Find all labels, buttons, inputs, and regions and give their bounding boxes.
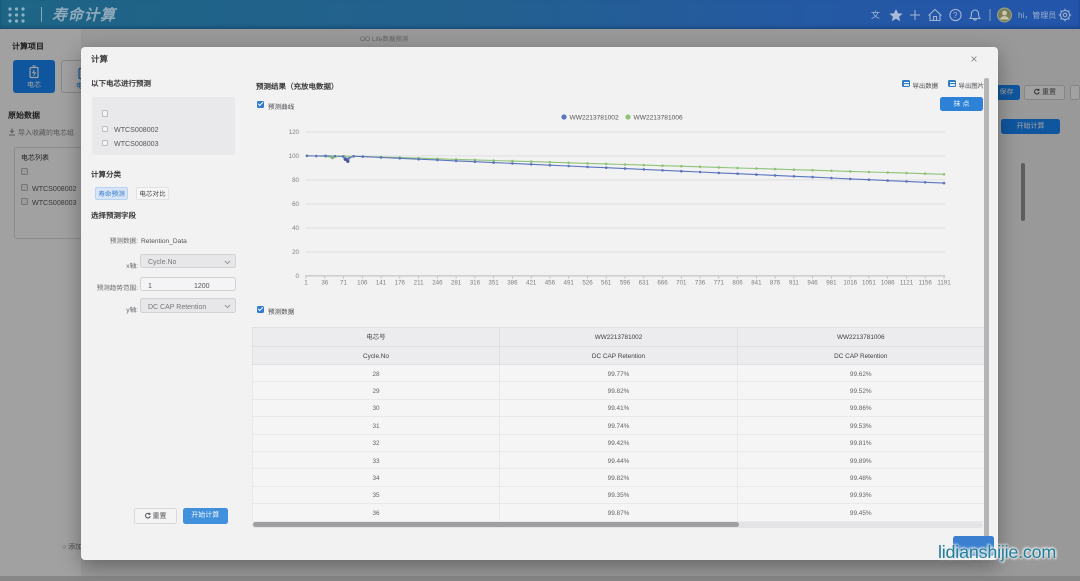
svg-text:246: 246 <box>432 277 443 286</box>
svg-text:40: 40 <box>292 223 299 232</box>
svg-text:1191: 1191 <box>937 277 951 286</box>
svg-text:1051: 1051 <box>862 277 876 286</box>
svg-text:666: 666 <box>657 277 668 286</box>
svg-text:736: 736 <box>695 277 706 286</box>
svg-text:491: 491 <box>564 277 575 286</box>
svg-text:71: 71 <box>340 277 347 286</box>
svg-text:456: 456 <box>545 277 556 286</box>
svg-text:281: 281 <box>451 277 462 286</box>
svg-text:1156: 1156 <box>919 277 933 286</box>
svg-text:981: 981 <box>826 277 837 286</box>
svg-text:631: 631 <box>639 277 650 286</box>
svg-text:701: 701 <box>676 277 687 286</box>
svg-text:文: 文 <box>871 8 880 21</box>
svg-text:1086: 1086 <box>881 277 895 286</box>
svg-text:561: 561 <box>601 277 612 286</box>
svg-text:36: 36 <box>321 277 328 286</box>
svg-text:141: 141 <box>376 277 387 286</box>
svg-text:176: 176 <box>395 277 406 286</box>
svg-text:100: 100 <box>289 151 300 160</box>
svg-text:?: ? <box>953 10 958 21</box>
svg-text:106: 106 <box>357 277 368 286</box>
svg-text:WW2213781002: WW2213781002 <box>570 111 619 121</box>
svg-text:WW2213781006: WW2213781006 <box>634 111 683 121</box>
svg-text:421: 421 <box>526 277 537 286</box>
svg-text:316: 316 <box>470 277 481 286</box>
svg-text:1016: 1016 <box>843 277 857 286</box>
svg-text:806: 806 <box>732 277 743 286</box>
svg-text:351: 351 <box>488 277 499 286</box>
svg-text:596: 596 <box>620 277 631 286</box>
svg-text:120: 120 <box>289 127 300 136</box>
svg-text:841: 841 <box>751 277 762 286</box>
svg-text:1121: 1121 <box>900 277 914 286</box>
svg-text:20: 20 <box>292 247 299 256</box>
svg-text:876: 876 <box>770 277 781 286</box>
svg-text:1: 1 <box>304 277 308 286</box>
svg-text:911: 911 <box>789 277 799 286</box>
svg-text:211: 211 <box>414 277 424 286</box>
svg-text:771: 771 <box>714 277 725 286</box>
svg-text:60: 60 <box>292 199 299 208</box>
svg-text:526: 526 <box>582 277 593 286</box>
svg-text:386: 386 <box>507 277 518 286</box>
svg-text:80: 80 <box>292 175 299 184</box>
svg-text:946: 946 <box>807 277 818 286</box>
svg-text:0: 0 <box>296 271 300 280</box>
